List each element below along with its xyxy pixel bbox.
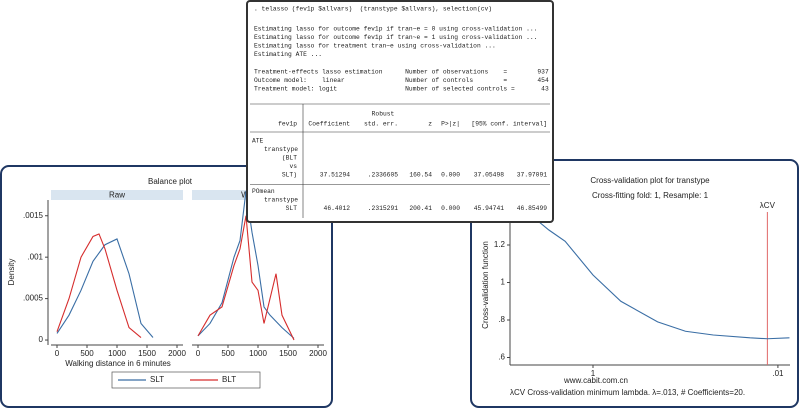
row-label: vs — [289, 163, 297, 170]
density-line — [56, 238, 154, 338]
header: Coefficient — [308, 121, 350, 128]
summary-line: Treatment-effects lasso estimation Numbe… — [254, 69, 549, 76]
cell: 37.97091 — [517, 172, 547, 179]
x-tick-label: 2000 — [309, 349, 327, 358]
y-tick-label: .001 — [27, 252, 43, 261]
command: . telasso (fev1p $allvars) (transtype $a… — [254, 6, 492, 13]
cell: .2315291 — [368, 205, 398, 212]
y-tick-label: .0015 — [23, 211, 44, 220]
log-line: Estimating lasso for outcome fev1p if tr… — [254, 26, 537, 33]
y-tick-label: 0 — [39, 335, 44, 344]
header: z — [428, 121, 432, 128]
note: λCV Cross-validation minimum lambda. λ=.… — [510, 388, 745, 397]
header: [95% conf. interval] — [471, 121, 547, 128]
row-group: POmean — [252, 188, 275, 195]
x-tick-label: 500 — [221, 349, 235, 358]
summary-line: Outcome model: linear Number of controls… — [254, 77, 549, 84]
cell: 160.54 — [409, 172, 432, 179]
row-label: SLT — [286, 205, 298, 212]
cell: 0.000 — [441, 172, 460, 179]
y-axis-label: Density — [7, 259, 16, 286]
chart-title: Balance plot — [148, 177, 193, 186]
x-tick-label: 1000 — [249, 349, 267, 358]
x-tick-label: 1000 — [108, 349, 126, 358]
header: P>|z| — [441, 121, 460, 128]
legend-box — [111, 371, 261, 389]
density-line — [197, 215, 295, 341]
window-frame — [246, 0, 554, 223]
x-tick-label: .01 — [772, 369, 784, 378]
x-tick-label: 0 — [196, 349, 201, 358]
x-tick-label: 1500 — [279, 349, 297, 358]
y-tick-label: 1 — [501, 278, 506, 287]
x-tick-label: 2000 — [168, 349, 186, 358]
row-label: transtype — [264, 197, 298, 204]
watermark: www.cabit.com.cn — [563, 376, 628, 385]
row-group: ATE — [252, 138, 264, 145]
cell: 37.05498 — [474, 172, 504, 179]
chart-subtitle: Cross-fitting fold: 1, Resample: 1 — [592, 191, 709, 200]
y-tick-label: .0005 — [23, 294, 44, 303]
cell: 200.41 — [409, 205, 432, 212]
robust: Robust — [372, 111, 395, 118]
x-tick-label: 1 — [591, 369, 596, 378]
cell: 45.94741 — [474, 205, 504, 212]
header: fev1p — [278, 121, 297, 128]
density-line — [56, 233, 142, 338]
y-tick-label: .8 — [498, 315, 505, 324]
cell: 46.4012 — [324, 205, 351, 212]
cell: 46.85499 — [517, 205, 547, 212]
chart-title: Cross-validation plot for transtype — [590, 176, 710, 185]
x-tick-label: 500 — [80, 349, 94, 358]
panel-title: Raw — [109, 191, 125, 200]
legend-label: SLT — [150, 375, 164, 384]
cell: .2336605 — [368, 172, 398, 179]
cell: 37.51294 — [320, 172, 350, 179]
log-line: Estimating ATE ... — [254, 51, 322, 58]
stata-window: . telasso (fev1p $allvars) (transtype $a… — [246, 0, 554, 223]
x-tick-label: 0 — [55, 349, 60, 358]
log-line: Estimating lasso for outcome fev1p if tr… — [254, 34, 537, 41]
cell: 0.000 — [441, 205, 460, 212]
marker-label: λCV — [760, 201, 776, 210]
row-label: (BLT — [282, 155, 297, 162]
header: std. err. — [364, 121, 398, 128]
row-label: SLT) — [282, 172, 297, 179]
y-tick-label: .6 — [498, 353, 505, 362]
x-axis-label: Walking distance in 6 minutes — [65, 359, 171, 368]
row-label: transtype — [264, 146, 298, 153]
cv-line — [528, 212, 790, 340]
y-tick-label: 1.2 — [494, 240, 506, 249]
legend-label: BLT — [222, 375, 236, 384]
log-line: Estimating lasso for treatment tran~e us… — [254, 43, 496, 50]
summary-line: Treatment model: logit Number of selecte… — [254, 86, 549, 93]
y-axis-label: Cross-validation function — [481, 241, 490, 329]
window-frame — [0, 165, 333, 408]
x-tick-label: 1500 — [138, 349, 156, 358]
panel-strip — [51, 190, 183, 200]
